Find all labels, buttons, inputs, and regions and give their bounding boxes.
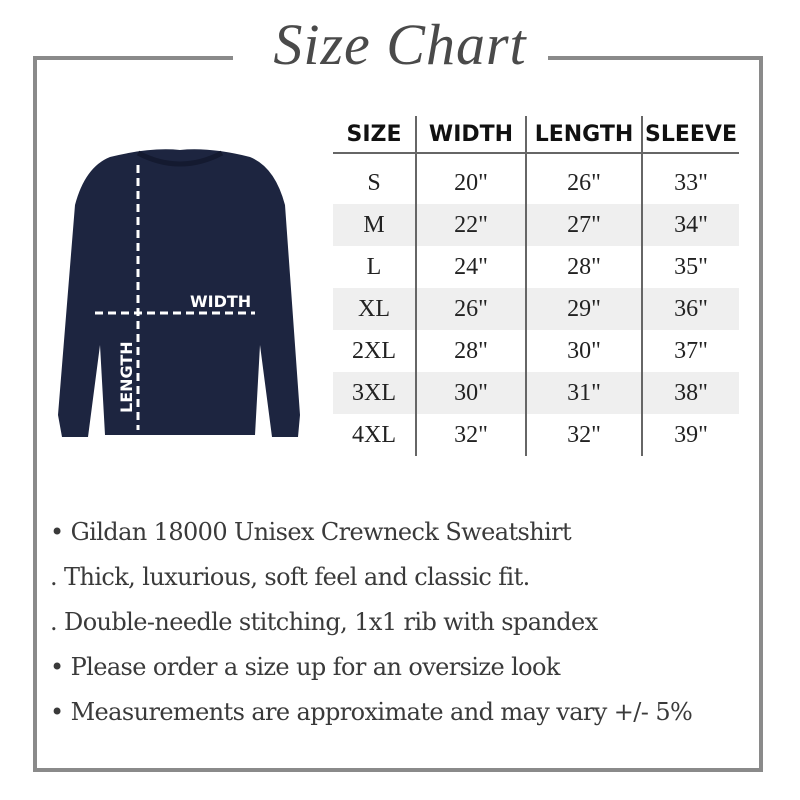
list-item: . Double-needle stitching, 1x1 rib with … [50, 608, 598, 636]
table-cell: 32" [526, 414, 643, 456]
frame-top-right [548, 56, 759, 60]
table-row: L 24" 28" 35" [333, 246, 739, 288]
table-cell: 2XL [333, 330, 417, 372]
table-row: 2XL 28" 30" 37" [333, 330, 739, 372]
header-length: LENGTH [526, 116, 643, 154]
table-cell: 26" [526, 153, 643, 204]
table-cell: 33" [674, 169, 708, 196]
list-item: • Gildan 18000 Unisex Crewneck Sweatshir… [50, 518, 572, 546]
sweatshirt-collar [136, 150, 224, 167]
length-label: LENGTH [117, 341, 136, 413]
table-cell: 28" [416, 330, 527, 372]
table-header-row: SIZE WIDTH LENGTH SLEEVE [333, 116, 739, 154]
table-cell: 27" [526, 204, 643, 246]
header-sleeve: SLEEVE [642, 116, 739, 154]
table-row: M 22" 27" 34" [333, 204, 739, 246]
table-cell: L [333, 246, 417, 288]
table-cell: 38" [642, 372, 739, 414]
table-cell: 24" [416, 246, 527, 288]
frame-top-left [33, 56, 233, 60]
table-row: 3XL 30" 31" 38" [333, 372, 739, 414]
size-table: SIZE WIDTH LENGTH SLEEVE S 20" 26" 33" M 22" 2… [333, 116, 739, 456]
table-cell: 3XL [333, 372, 417, 414]
table-cell: 32" [416, 414, 527, 456]
header-size: SIZE [333, 116, 417, 154]
feature-list: • Gildan 18000 Unisex Crewneck Sweatshir… [50, 510, 693, 735]
table-cell: 36" [642, 288, 739, 330]
list-item: . Thick, luxurious, soft feel and classi… [50, 563, 530, 591]
table-row: S 20" 26" 33" [333, 153, 739, 204]
table-cell: XL [333, 288, 417, 330]
table-cell: 37" [674, 337, 708, 364]
width-label: WIDTH [190, 292, 251, 311]
table-cell: 34" [642, 204, 739, 246]
table-row: 4XL 32" 32" 39" [333, 414, 739, 456]
table-cell: 39" [674, 421, 708, 448]
list-item: • Measurements are approximate and may v… [50, 698, 693, 726]
table-cell: S [333, 153, 417, 204]
table-cell: 20" [416, 153, 527, 204]
header-width: WIDTH [416, 116, 527, 154]
table-cell: 29" [526, 288, 643, 330]
table-cell: 28" [526, 246, 643, 288]
table-row: XL 26" 29" 36" [333, 288, 739, 330]
table-cell: 30" [416, 372, 527, 414]
page-title: Size Chart [273, 12, 527, 77]
frame-border [33, 56, 763, 772]
table-cell: 4XL [333, 414, 417, 456]
list-item: • Please order a size up for an oversize… [50, 653, 560, 681]
sweatshirt-body [58, 149, 300, 438]
table-cell: M [333, 204, 417, 246]
table-cell: 22" [416, 204, 527, 246]
table-cell: 35" [674, 253, 708, 280]
sweatshirt-diagram: WIDTH LENGTH [58, 149, 300, 438]
table-cell: 31" [526, 372, 643, 414]
table-cell: 30" [526, 330, 643, 372]
table-cell: 26" [416, 288, 527, 330]
